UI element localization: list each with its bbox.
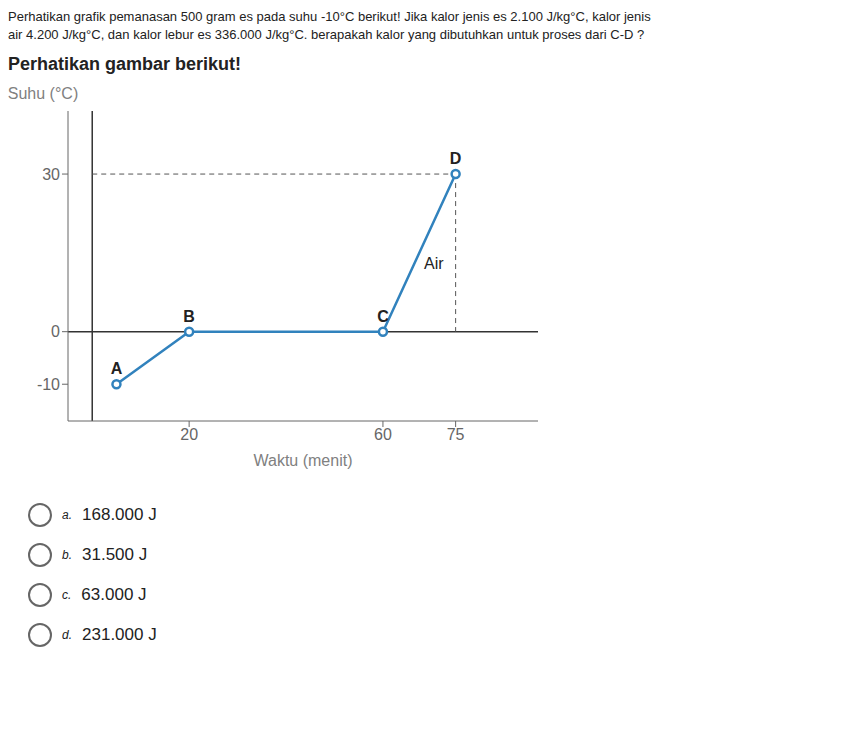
- svg-text:0: 0: [51, 323, 60, 340]
- html-text:d.: d.: [62, 628, 72, 642]
- svg-text:B: B: [183, 308, 195, 325]
- svg-text:D: D: [450, 150, 462, 167]
- svg-text:20: 20: [180, 426, 198, 443]
- svg-text:75: 75: [447, 426, 465, 443]
- html-text:63.000 J: 63.000 J: [81, 585, 147, 604]
- svg-text:A: A: [111, 360, 123, 377]
- html-text:168.000 J: 168.000 J: [82, 505, 157, 524]
- html-text:Perhatikan grafik pemanasan 50: Perhatikan grafik pemanasan 500 gram es …: [8, 9, 651, 24]
- svg-text:60: 60: [374, 426, 392, 443]
- html-text:231.000 J: 231.000 J: [82, 625, 157, 644]
- html-text:air 4.200 J/kg°C, dan kalor le: air 4.200 J/kg°C, dan kalor lebur es 336…: [8, 27, 645, 42]
- svg-text:30: 30: [42, 166, 60, 183]
- svg-text:Suhu (°C): Suhu (°C): [8, 85, 78, 102]
- svg-text:Waktu (menit): Waktu (menit): [254, 452, 353, 469]
- html-text:31.500 J: 31.500 J: [82, 545, 148, 564]
- svg-text:Air: Air: [424, 255, 444, 272]
- html-text:a.: a.: [62, 508, 72, 522]
- html-text:Perhatikan gambar berikut!: Perhatikan gambar berikut!: [8, 54, 242, 74]
- html-text:c.: c.: [62, 588, 72, 602]
- svg-text:-10: -10: [37, 376, 60, 393]
- svg-text:C: C: [377, 308, 389, 325]
- html-text:b.: b.: [62, 548, 72, 562]
